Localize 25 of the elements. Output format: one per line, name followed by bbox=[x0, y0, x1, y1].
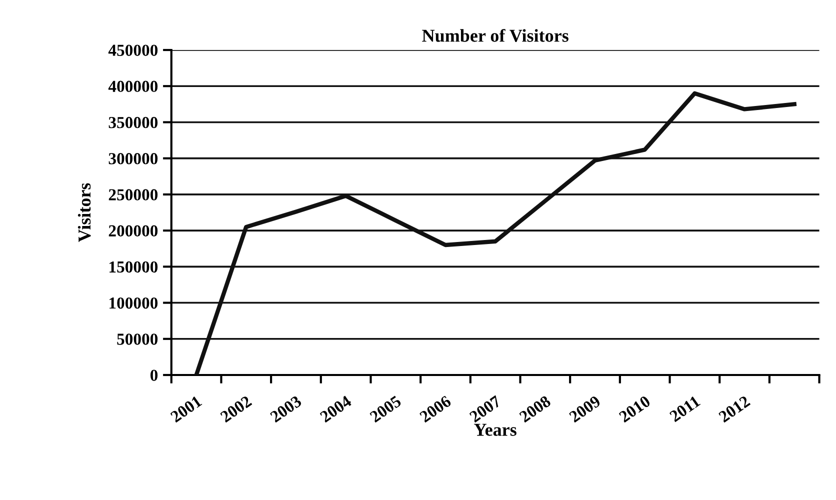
chart-title: Number of Visitors bbox=[422, 28, 568, 42]
x-tick-label: 2008 bbox=[518, 395, 552, 423]
x-tick-label: 2005 bbox=[369, 395, 402, 423]
x-tick-label: 2002 bbox=[220, 395, 252, 423]
x-tick-label: 2012 bbox=[718, 395, 751, 423]
x-tick-label: 2003 bbox=[270, 395, 302, 423]
x-tick-label: 2007 bbox=[468, 395, 502, 423]
y-tick-label: 50000 bbox=[117, 334, 158, 345]
y-tick-label: 350000 bbox=[108, 116, 158, 128]
y-tick-label: 0 bbox=[150, 370, 158, 381]
y-tick-label: 400000 bbox=[108, 80, 158, 92]
y-axis-title: Visitors bbox=[78, 183, 91, 242]
x-tick-label: 2006 bbox=[419, 395, 452, 423]
y-tick-label: 250000 bbox=[108, 189, 158, 200]
x-tick-label: 2004 bbox=[319, 395, 352, 423]
y-tick-label: 450000 bbox=[108, 44, 158, 56]
x-tick-label: 2001 bbox=[170, 395, 202, 423]
x-tick-label: 2011 bbox=[668, 395, 701, 422]
y-tick-label: 150000 bbox=[110, 261, 158, 273]
y-tick-label: 100000 bbox=[110, 297, 158, 309]
x-tick-label: 2010 bbox=[618, 395, 652, 423]
x-tick-label: 2009 bbox=[568, 395, 602, 423]
y-tick-label: 300000 bbox=[108, 153, 158, 164]
x-axis-title: Years bbox=[474, 424, 516, 436]
y-tick-label: 200000 bbox=[108, 225, 158, 236]
